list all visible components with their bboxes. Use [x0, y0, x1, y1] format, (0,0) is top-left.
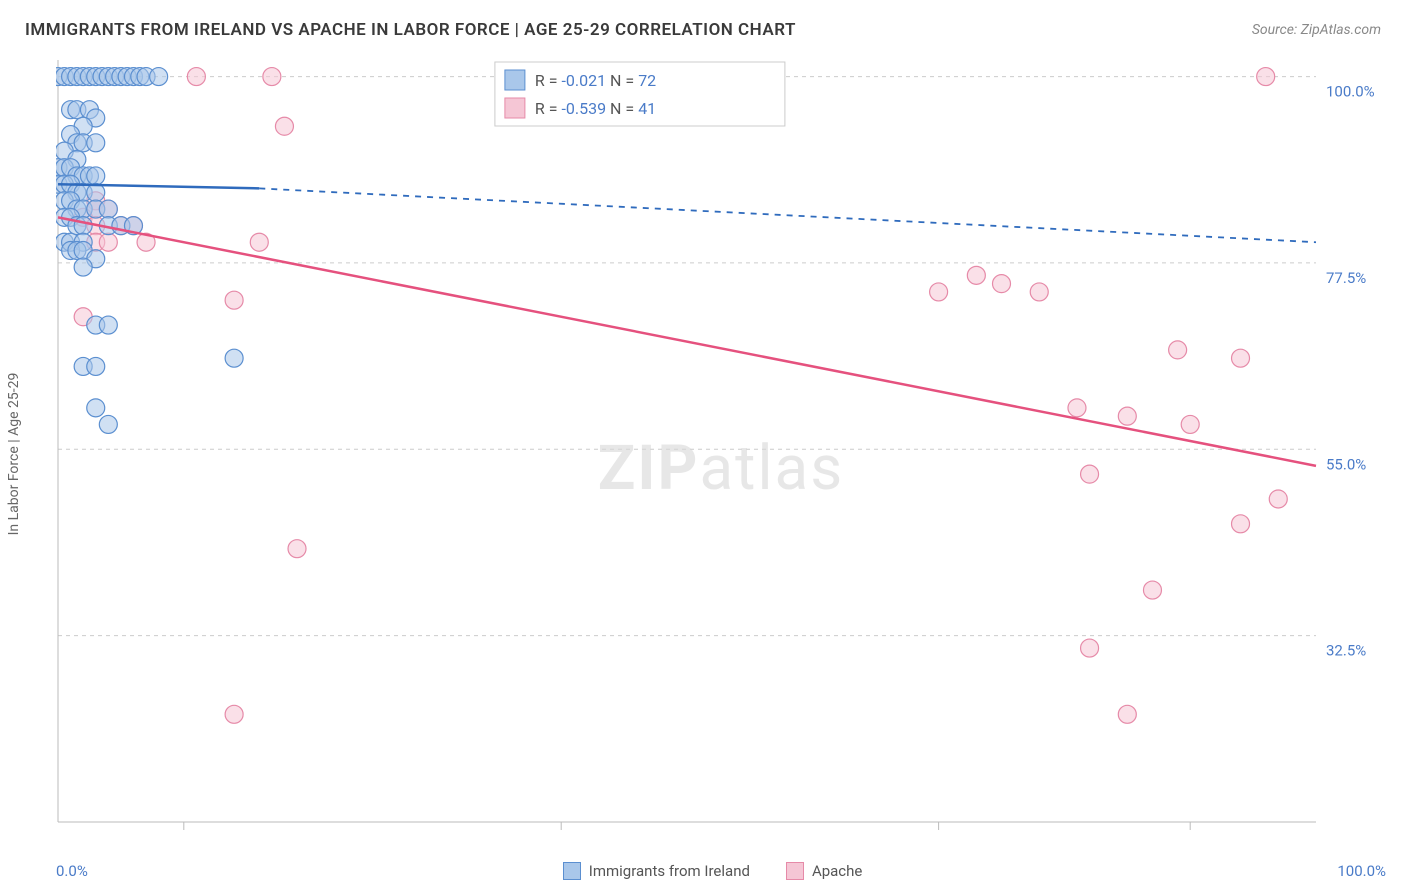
svg-text:ZIPatlas: ZIPatlas	[598, 432, 845, 505]
svg-text:R = -0.539 N = 41: R = -0.539 N = 41	[535, 99, 656, 118]
x-axis-min: 0.0%	[56, 862, 88, 880]
x-axis-max: 100.0%	[1337, 862, 1386, 880]
chart-title: IMMIGRANTS FROM IRELAND VS APACHE IN LAB…	[25, 20, 796, 40]
scatter-plot: 100.0% 77.5% 55.0% 32.5% ZIPatlas R = -0.021 …	[56, 58, 1386, 842]
legend-item-apache: Apache	[786, 862, 862, 880]
svg-text:100.0%: 100.0%	[1326, 83, 1375, 101]
bottom-legend: Immigrants from Ireland Apache	[563, 862, 863, 880]
chart-area: 100.0% 77.5% 55.0% 32.5% ZIPatlas R = -0.021 …	[56, 58, 1386, 842]
legend-label: Apache	[812, 862, 862, 880]
swatch-icon	[786, 862, 804, 880]
swatch-icon	[563, 862, 581, 880]
svg-text:32.5%: 32.5%	[1326, 642, 1366, 660]
svg-text:55.0%: 55.0%	[1326, 455, 1366, 473]
svg-text:R = -0.021 N = 72: R = -0.021 N = 72	[535, 71, 656, 90]
legend-item-ireland: Immigrants from Ireland	[563, 862, 750, 880]
source-label: Source: ZipAtlas.com	[1252, 22, 1381, 38]
legend-label: Immigrants from Ireland	[589, 862, 750, 880]
svg-text:77.5%: 77.5%	[1326, 269, 1366, 287]
y-axis-label: In Labor Force | Age 25-29	[6, 373, 22, 536]
x-axis-row: 0.0% Immigrants from Ireland Apache 100.…	[56, 862, 1386, 880]
